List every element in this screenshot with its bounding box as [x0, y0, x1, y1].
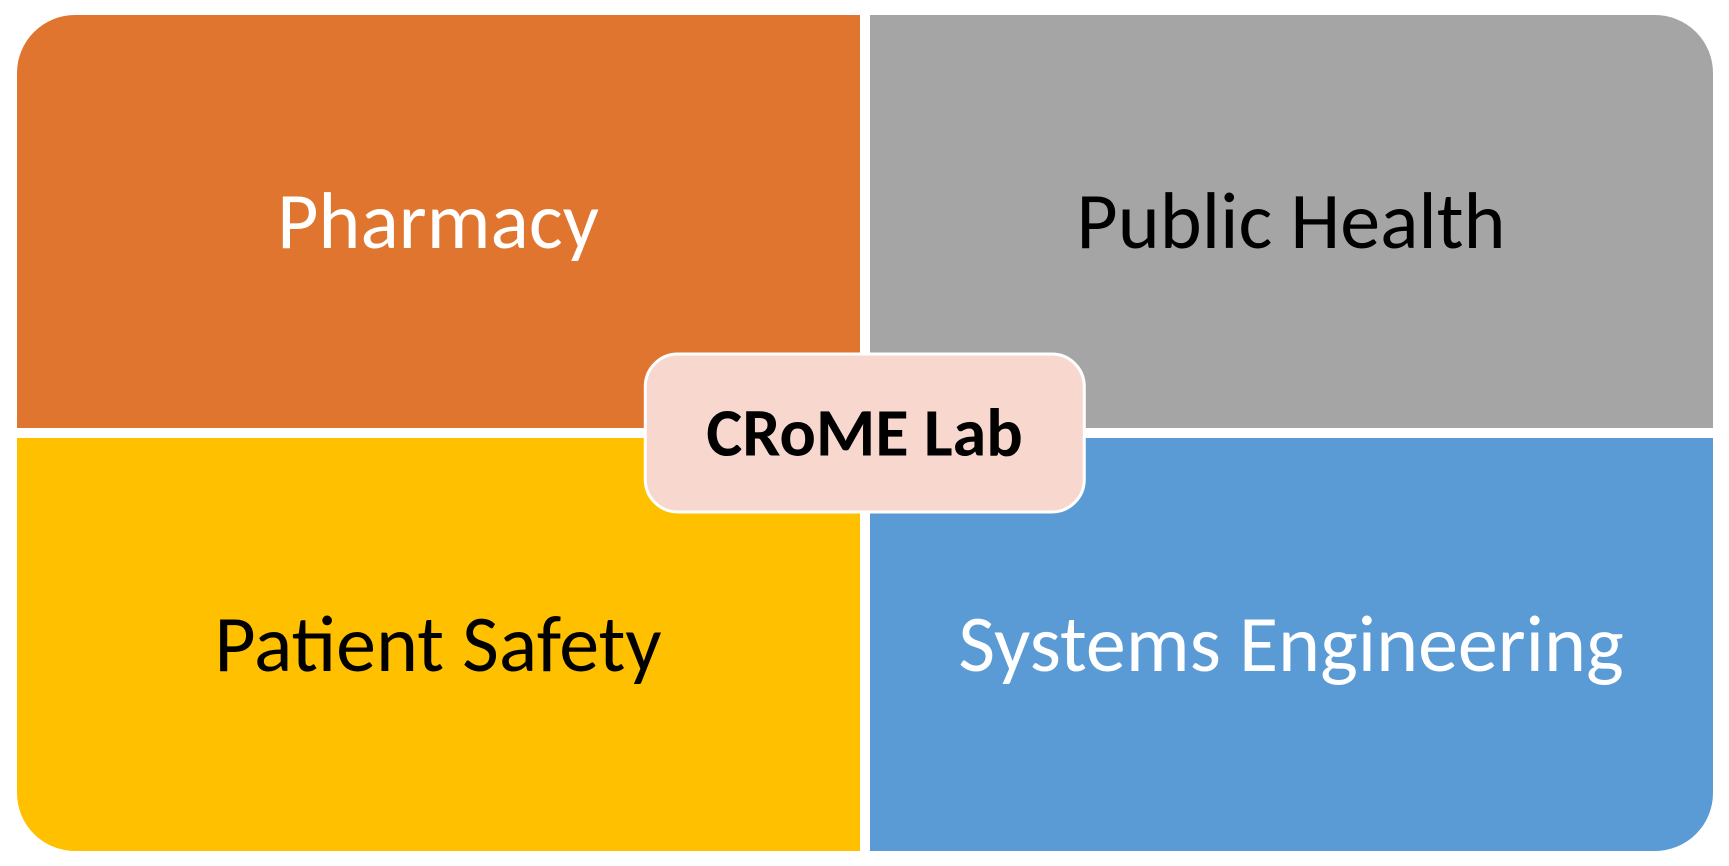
center-badge: CRoME Lab [643, 353, 1085, 514]
quadrant-diagram: Pharmacy Public Health Patient Safety Sy… [15, 13, 1715, 853]
